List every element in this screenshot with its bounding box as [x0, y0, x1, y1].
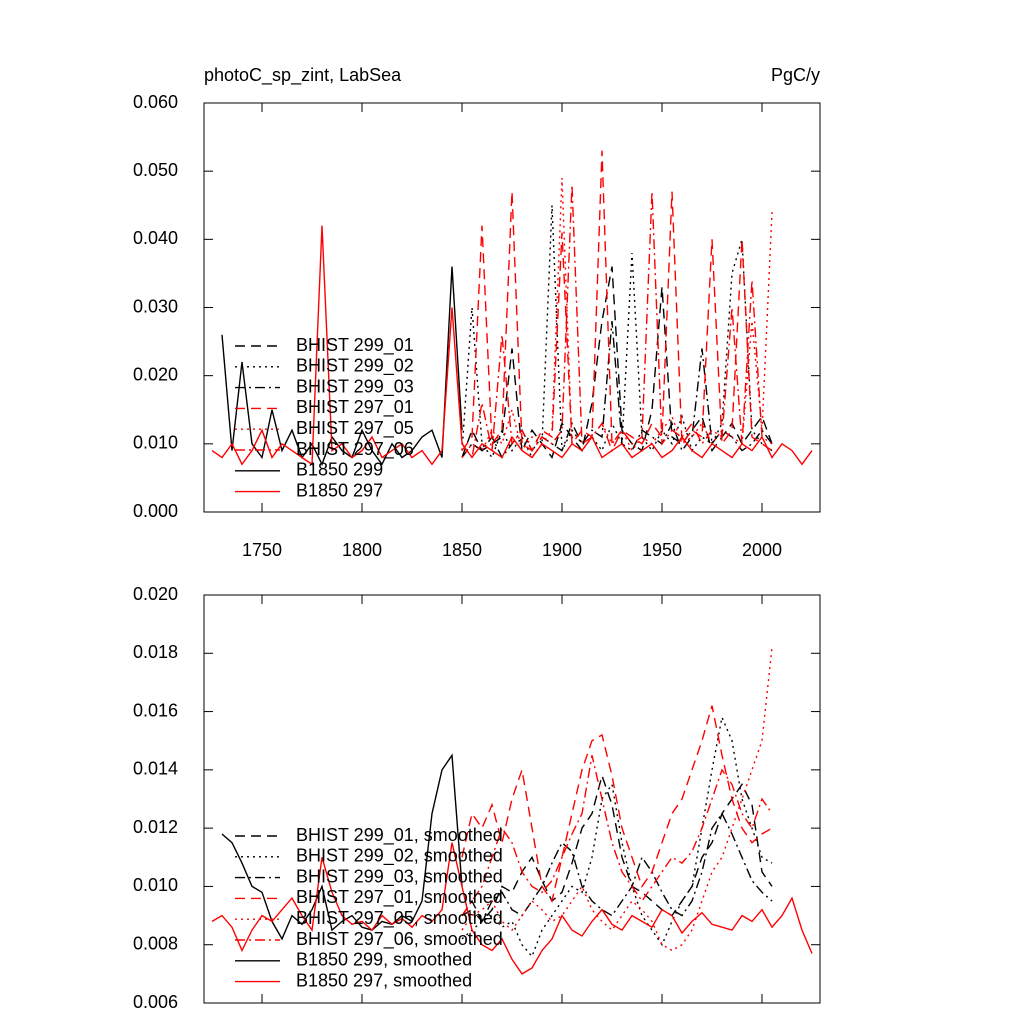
x-tick-label: 1800 — [342, 540, 382, 560]
series-line — [461, 755, 773, 916]
series-line — [461, 773, 773, 923]
series-line — [461, 647, 773, 952]
y-tick-label: 0.000 — [133, 501, 178, 521]
series-line — [461, 266, 773, 460]
legend-label: BHIST 297_06 — [296, 439, 414, 460]
legend-label: BHIST 299_01 — [296, 335, 414, 356]
y-tick-label: 0.010 — [133, 433, 178, 453]
legend-label: B1850 299 — [296, 460, 383, 480]
legend-label: BHIST 297_01 — [296, 397, 414, 418]
series-line — [461, 705, 773, 903]
series-line — [461, 812, 773, 923]
series-line — [221, 753, 463, 941]
legend-label: B1850 297 — [296, 480, 383, 500]
y-tick-label: 0.018 — [133, 642, 178, 662]
legend-label: BHIST 297_05 — [296, 418, 414, 439]
plot-frame — [203, 594, 821, 1004]
legend-label: BHIST 299_03 — [296, 376, 414, 397]
x-tick-label: 1750 — [242, 540, 282, 560]
legend-label: B1850 299, smoothed — [296, 950, 472, 970]
legend-label: BHIST 299_03, smoothed — [296, 866, 503, 887]
legend-label: BHIST 299_01, smoothed — [296, 825, 503, 846]
y-tick-label: 0.020 — [133, 584, 178, 604]
x-tick-label: 1900 — [542, 540, 582, 560]
y-tick-label: 0.020 — [133, 364, 178, 384]
y-tick-label: 0.050 — [133, 160, 178, 180]
y-tick-label: 0.030 — [133, 296, 178, 316]
series-line — [211, 842, 813, 975]
series-line — [211, 225, 813, 466]
legend-label: BHIST 297_05, smoothed — [296, 908, 503, 929]
x-tick-label: 1850 — [442, 540, 482, 560]
legend-label: BHIST 299_02, smoothed — [296, 846, 503, 867]
x-tick-label: 1950 — [642, 540, 682, 560]
units-label: PgC/y — [771, 65, 820, 85]
y-tick-label: 0.014 — [133, 759, 178, 779]
x-tick-label: 2000 — [742, 540, 782, 560]
legend-label: B1850 297, smoothed — [296, 970, 472, 990]
legend-label: BHIST 297_06, smoothed — [296, 929, 503, 950]
y-tick-label: 0.012 — [133, 817, 178, 837]
series-line — [221, 266, 463, 467]
chart-title: photoC_sp_zint, LabSea — [204, 65, 402, 86]
legend-label: BHIST 297_01, smoothed — [296, 887, 503, 908]
series-line — [461, 184, 773, 460]
series-line — [461, 205, 773, 459]
series-line — [461, 177, 773, 458]
y-tick-label: 0.040 — [133, 228, 178, 248]
y-tick-label: 0.010 — [133, 875, 178, 895]
y-tick-label: 0.016 — [133, 700, 178, 720]
y-tick-label: 0.006 — [133, 992, 178, 1012]
legend-label: BHIST 299_02 — [296, 356, 414, 377]
y-tick-label: 0.008 — [133, 933, 178, 953]
y-tick-label: 0.060 — [133, 92, 178, 112]
